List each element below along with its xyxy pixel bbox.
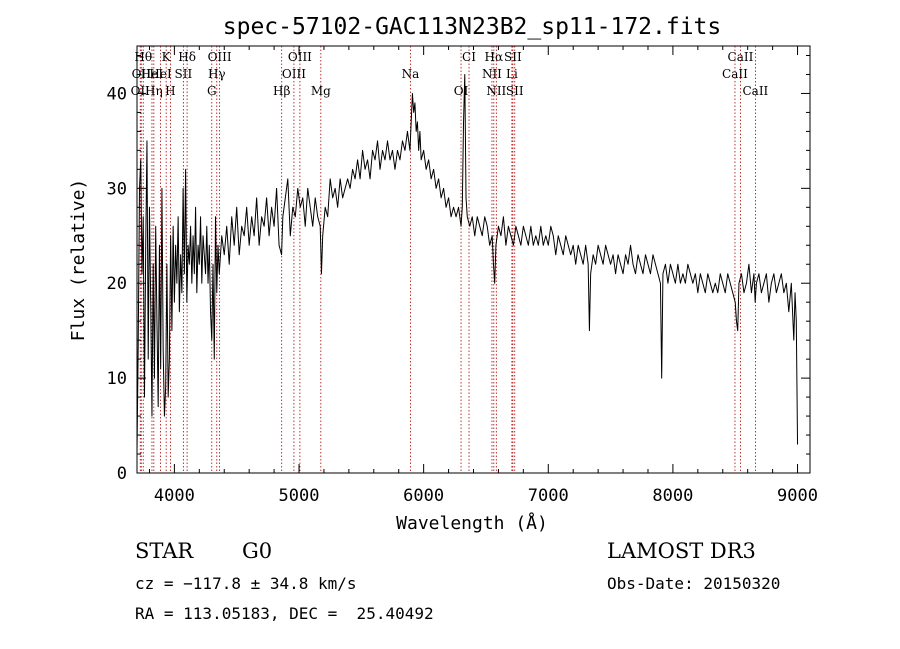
- spectral-line-label: NII: [482, 67, 502, 81]
- x-tick-label: 4000: [154, 486, 195, 506]
- spectral-line-label: SII: [504, 50, 522, 64]
- axis-ticks-layer: 4000 5000 6000 7000 8000 9000 0 10 20 30 40: [107, 46, 818, 506]
- spectral-line-label: K: [162, 50, 172, 64]
- spectral-line-label: HeI: [149, 67, 172, 81]
- spectral-line-label: HeI: [141, 67, 164, 81]
- flux-series-line: [136, 73, 799, 455]
- spectral-line-label: OII: [131, 84, 151, 98]
- observation-date: Obs-Date: 20150320: [607, 574, 781, 593]
- spectral-line-label: OIII: [282, 67, 306, 81]
- spectral-line-labels-layer: OIIOIIHθHeIHηHeIKHSIIHδGHγOIIIHβOIIIOIII…: [131, 50, 769, 98]
- spectral-line-label: SII: [175, 67, 193, 81]
- plot-frame: [136, 45, 811, 474]
- spectral-line-label: OIII: [288, 50, 312, 64]
- spectral-line-label: Hβ: [273, 84, 290, 98]
- survey-release: LAMOST DR3: [607, 539, 756, 563]
- spectral-line-label: Li: [506, 67, 518, 81]
- spectral-line-label: NII: [486, 84, 506, 98]
- spectral-line-label: SII: [506, 84, 524, 98]
- spectral-line-label: Mg: [311, 84, 331, 98]
- x-tick-label: 9000: [777, 486, 818, 506]
- y-tick-label: 20: [107, 274, 127, 294]
- y-axis-label: Flux (relative): [68, 179, 89, 342]
- x-tick-label: 5000: [279, 486, 320, 506]
- x-axis-label: Wavelength (Å): [396, 512, 548, 534]
- spectral-line-label: OII: [132, 67, 152, 81]
- spectral-line-label: Hδ: [178, 50, 196, 64]
- coordinates: RA = 113.05183, DEC = 25.40492: [135, 604, 434, 623]
- y-tick-label: 10: [107, 369, 127, 389]
- spectral-line-label: OIII: [208, 50, 232, 64]
- spectral-line-label: CaII: [728, 50, 754, 64]
- spectral-line-label: H: [165, 84, 175, 98]
- redshift-velocity: cz = −117.8 ± 34.8 km/s: [135, 574, 357, 593]
- spectral-line-label: G: [207, 84, 217, 98]
- y-tick-label: 40: [107, 84, 127, 104]
- x-tick-label: 6000: [403, 486, 444, 506]
- spectral-line-label: CI: [462, 50, 476, 64]
- spectral-line-label: CaII: [742, 84, 768, 98]
- spectral-line-label: Hη: [145, 84, 163, 98]
- spectral-line-label: Hθ: [134, 50, 152, 64]
- series-layer: [136, 73, 799, 455]
- chart-title: spec-57102-GAC113N23B2_sp11-172.fits: [223, 14, 722, 40]
- y-tick-label: 30: [107, 179, 127, 199]
- spectral-line-label: Na: [402, 67, 420, 81]
- spectral-lines-layer: [139, 46, 756, 473]
- x-tick-label: 7000: [528, 486, 569, 506]
- spectral-line-label: Hγ: [208, 67, 226, 81]
- spectral-line-label: CaII: [722, 67, 748, 81]
- object-class: STAR: [135, 539, 194, 563]
- y-tick-label: 0: [117, 464, 127, 484]
- object-subclass: G0: [242, 539, 273, 563]
- spectral-line-label: OI: [454, 84, 469, 98]
- x-tick-label: 8000: [652, 486, 693, 506]
- spectral-line-label: Hα: [485, 50, 504, 64]
